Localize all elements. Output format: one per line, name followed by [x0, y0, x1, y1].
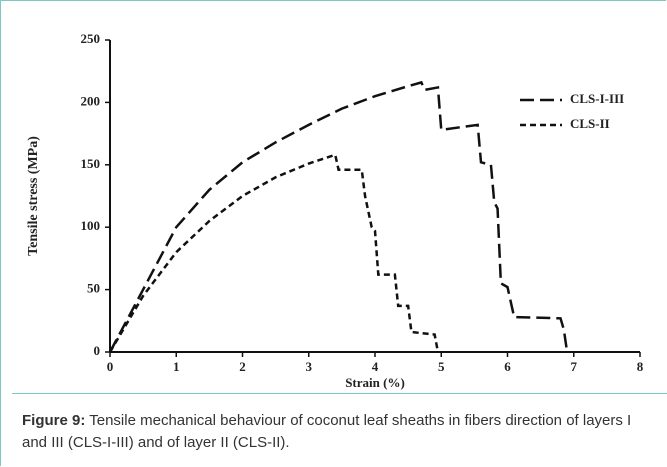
- x-tick-label: 5: [438, 359, 445, 374]
- x-tick-label: 7: [571, 359, 578, 374]
- chart: Tensile stress (MPa) Strain (%) 05010015…: [26, 31, 644, 390]
- x-tick-label: 4: [372, 359, 379, 374]
- x-tick-label: 1: [173, 359, 180, 374]
- caption-text: Tensile mechanical behaviour of coconut …: [22, 412, 632, 451]
- legend-label: CLS-I-III: [570, 91, 624, 106]
- y-tick-label: 0: [94, 343, 101, 358]
- divider: [12, 393, 667, 394]
- data-line: [108, 80, 569, 353]
- caption: Figure 9: Tensile mechanical behaviour o…: [22, 410, 652, 454]
- y-tick-label: 150: [81, 156, 101, 171]
- x-tick-label: 3: [306, 359, 313, 374]
- y-tick-label: 100: [81, 218, 101, 233]
- x-tick-label: 8: [637, 359, 644, 374]
- x-tick-label: 2: [239, 359, 246, 374]
- x-tick-label: 0: [107, 359, 114, 374]
- y-tick-label: 200: [81, 93, 101, 108]
- data-line: [108, 153, 440, 353]
- x-axis-label: Strain (%): [345, 375, 405, 390]
- y-tick-label: 50: [87, 281, 100, 296]
- x-tick-label: 6: [504, 359, 511, 374]
- y-axis-label: Tensile stress (MPa): [26, 136, 41, 256]
- legend-label: CLS-II: [570, 116, 610, 131]
- y-tick-label: 250: [81, 31, 101, 46]
- caption-label: Figure 9:: [22, 412, 86, 429]
